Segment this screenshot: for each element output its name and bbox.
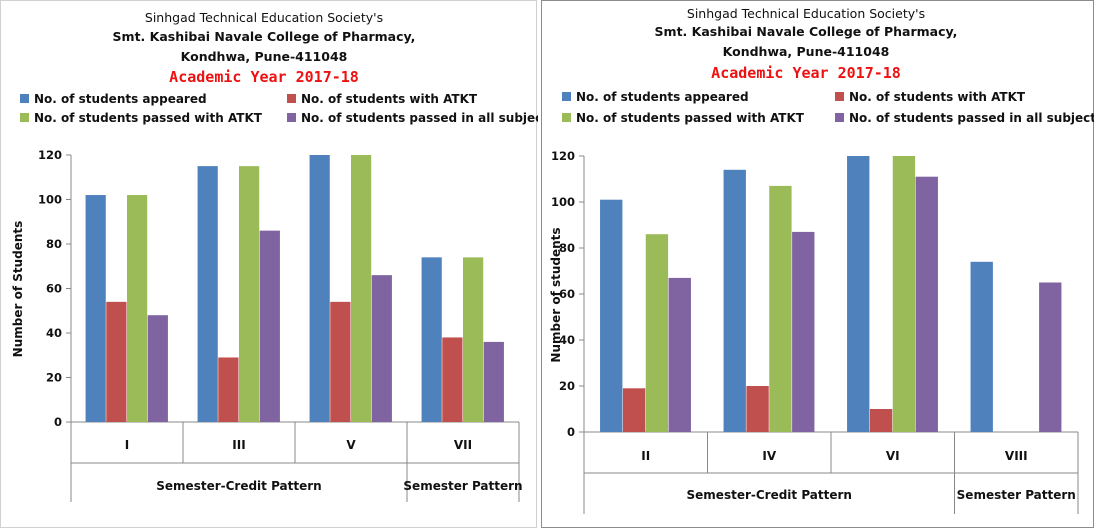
legend-label-atkt: No. of students with ATKT: [301, 92, 478, 106]
bar: [351, 155, 372, 422]
bar: [1039, 282, 1062, 432]
legend-label-passed-atkt: No. of students passed with ATKT: [576, 111, 805, 125]
bar: [85, 195, 106, 422]
bar: [847, 156, 870, 432]
group-label: Semester Pattern: [957, 488, 1076, 502]
bar: [600, 199, 623, 432]
legend-swatch-passed-all: [287, 113, 296, 122]
category-label: VI: [886, 449, 900, 463]
category-label: I: [125, 438, 129, 452]
legend-label-appeared: No. of students appeared: [34, 92, 207, 106]
bar: [622, 388, 646, 432]
legend-swatch-passed-all: [835, 113, 844, 122]
header-address: Kondhwa, Pune-411048: [723, 44, 890, 59]
legend-label-passed-atkt: No. of students passed with ATKT: [34, 111, 263, 125]
bar: [106, 301, 127, 422]
legend-label-passed-all: No. of students passed in all subjects: [301, 111, 538, 125]
y-tick-label: 20: [559, 379, 575, 393]
bar: [645, 234, 669, 432]
y-axis-label: Number of students: [549, 227, 563, 362]
category-label: VIII: [1005, 449, 1028, 463]
category-label: II: [641, 449, 650, 463]
y-tick-label: 80: [559, 241, 575, 255]
bar: [869, 409, 893, 432]
bar: [309, 155, 330, 422]
bar: [792, 231, 815, 432]
bar: [239, 166, 260, 422]
bar: [330, 301, 351, 422]
bar: [970, 261, 993, 432]
bar: [915, 176, 938, 432]
category-label: VII: [454, 438, 472, 452]
y-tick-label: 40: [559, 333, 575, 347]
y-tick-label: 100: [38, 193, 62, 207]
y-tick-label: 120: [38, 148, 62, 162]
chart-panel-right: Sinhgad Technical Education Society's Sm…: [541, 0, 1094, 528]
bar: [127, 195, 148, 422]
y-tick-label: 120: [551, 149, 575, 163]
header-society: Sinhgad Technical Education Society's: [687, 6, 925, 21]
legend-swatch-passed-atkt: [562, 113, 571, 122]
bar: [147, 315, 168, 422]
header-college: Smt. Kashibai Navale College of Pharmacy…: [655, 24, 958, 39]
bar: [463, 257, 484, 422]
chart-left: Sinhgad Technical Education Society's Sm…: [11, 10, 538, 502]
header-college: Smt. Kashibai Navale College of Pharmacy…: [113, 29, 416, 44]
category-label: IV: [762, 449, 776, 463]
chart-right: Sinhgad Technical Education Society's Sm…: [549, 6, 1094, 514]
y-tick-label: 60: [559, 287, 575, 301]
y-tick-label: 20: [46, 371, 62, 385]
y-tick-label: 0: [567, 425, 575, 439]
legend-swatch-appeared: [562, 92, 571, 101]
bar: [259, 230, 280, 422]
group-label: Semester-Credit Pattern: [156, 479, 321, 493]
legend-swatch-atkt: [287, 94, 296, 103]
bar: [197, 166, 218, 422]
category-label: III: [232, 438, 245, 452]
bar: [892, 156, 916, 432]
y-tick-label: 40: [46, 326, 62, 340]
y-tick-label: 100: [551, 195, 575, 209]
y-tick-label: 80: [46, 237, 62, 251]
header-year: Academic Year 2017-18: [169, 68, 359, 86]
plot-area-right: 0 20 40 60 80 100 120 II IV VI VIII Semester-Credit…: [551, 149, 1079, 514]
y-tick-label: 60: [46, 282, 62, 296]
bar: [218, 357, 239, 422]
y-axis-label: Number of Students: [11, 221, 25, 358]
bar: [668, 277, 691, 432]
y-tick-label: 0: [54, 415, 62, 429]
bar: [723, 169, 746, 433]
legend-label-passed-all: No. of students passed in all subjects: [849, 111, 1094, 125]
bar: [746, 386, 769, 432]
bar: [442, 337, 463, 422]
legend-label-atkt: No. of students with ATKT: [849, 90, 1026, 104]
bar: [421, 257, 442, 422]
header-address: Kondhwa, Pune-411048: [181, 49, 348, 64]
legend-swatch-passed-atkt: [20, 113, 29, 122]
bar: [769, 185, 792, 432]
bar: [371, 275, 392, 422]
chart-panel-left: Sinhgad Technical Education Society's Sm…: [0, 0, 538, 528]
legend-swatch-appeared: [20, 94, 29, 103]
legend-swatch-atkt: [835, 92, 844, 101]
bar: [483, 341, 504, 422]
header-society: Sinhgad Technical Education Society's: [145, 10, 383, 25]
category-label: V: [346, 438, 356, 452]
group-label: Semester Pattern: [403, 479, 522, 493]
legend-label-appeared: No. of students appeared: [576, 90, 749, 104]
header-year: Academic Year 2017-18: [711, 64, 901, 82]
group-label: Semester-Credit Pattern: [687, 488, 852, 502]
